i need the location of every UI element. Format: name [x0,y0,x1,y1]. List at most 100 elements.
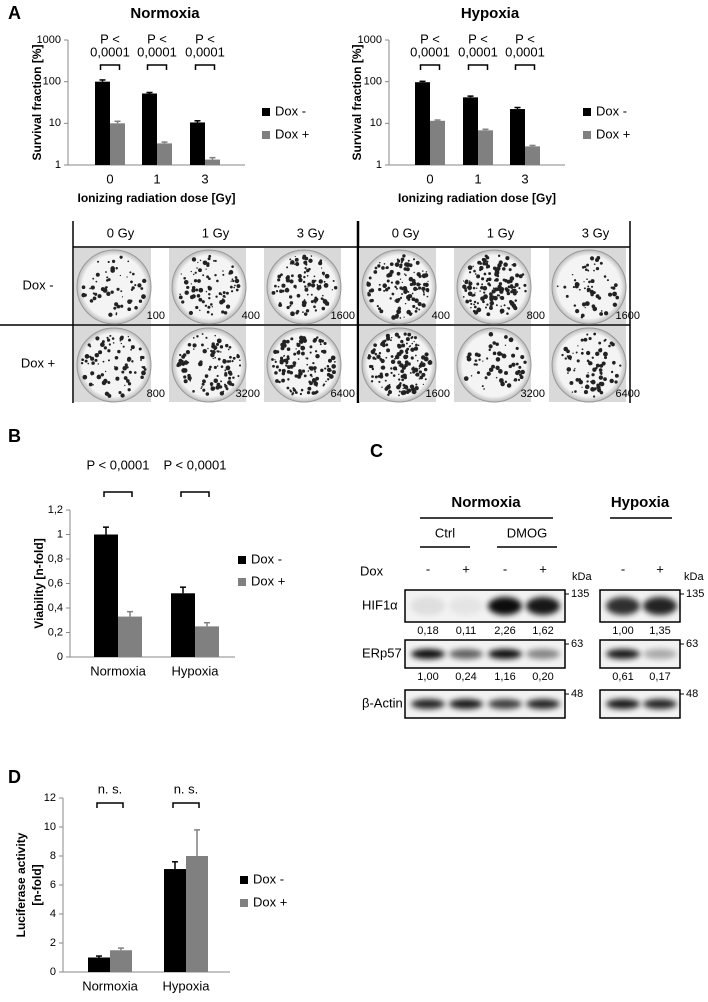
colony [222,270,224,272]
colony [565,294,569,298]
quantification: 0,18 [417,625,438,637]
colony [395,287,398,290]
colony [366,281,369,284]
colony [314,309,318,312]
colony [126,276,128,278]
colony [130,345,135,350]
colony [586,359,590,363]
colony [206,262,210,266]
colony [278,368,282,372]
colony [232,279,235,283]
colony [420,355,426,360]
colony [310,293,313,296]
colony [396,384,401,390]
colony [603,311,609,316]
band [449,597,483,615]
colony [495,357,501,362]
colony [91,361,95,365]
colony [398,364,401,367]
significance-bracket [514,64,536,70]
y-tick-label: 1000 [358,34,382,46]
colony [470,306,472,309]
colony [424,282,429,288]
colony [404,360,409,365]
colony [603,377,607,382]
colony [178,358,183,363]
y-tick-label: 0 [57,651,63,663]
seeding-label: 6400 [331,388,355,400]
colony [105,279,109,282]
colony [110,290,114,294]
colony [220,351,222,353]
colony [277,278,281,282]
colony [318,279,323,284]
colony [97,363,100,365]
colony [574,284,579,289]
colony [556,285,559,288]
colony [196,294,201,298]
colony [205,336,208,339]
colony [230,290,234,293]
colony [583,337,588,342]
colony [411,389,416,394]
colony [277,285,280,288]
colony [296,309,300,313]
colony [304,266,307,270]
colony [290,337,294,341]
colony [397,344,402,349]
colony [139,300,143,303]
colony [305,263,308,266]
colony [593,332,597,336]
colony [488,344,493,349]
colony [210,313,214,316]
colony [395,280,399,284]
colony [416,282,421,287]
error-bar [99,79,106,82]
plate [76,249,152,325]
quantification: 0,24 [455,671,476,683]
colony [483,272,487,276]
colony [286,347,291,351]
colony [466,286,469,289]
colony [191,288,196,293]
legend-swatch [238,556,246,564]
colony [593,269,595,272]
colony [224,372,228,376]
colony [406,389,409,392]
colony [390,339,392,342]
colony [421,303,426,308]
legend-swatch [240,876,248,884]
colony [201,382,205,386]
y-axis-label: Survival fraction [%] [350,44,364,160]
colony [584,384,590,390]
colony [586,278,588,281]
colony [403,255,405,258]
colony [398,373,400,376]
colony [394,262,400,267]
colony [505,256,510,261]
colony [504,370,509,375]
colony [497,254,501,258]
colony [413,286,418,292]
colony [106,276,109,279]
colony [314,391,317,394]
colony [613,363,615,365]
colony [237,375,240,378]
colony [298,375,301,378]
seeding-label: 6400 [616,388,640,400]
colony [142,371,145,375]
colony [331,370,336,375]
colony [217,357,221,361]
colony [411,292,414,295]
colony [411,297,416,302]
colony [231,360,234,363]
colony [407,332,412,337]
colony [371,375,374,378]
x-axis-label: Ionizing radiation dose [Gy] [77,191,235,205]
colony [614,373,619,378]
colony [117,349,121,354]
band [411,649,445,659]
colony [563,346,569,352]
colony [485,266,489,269]
colony [225,291,229,295]
